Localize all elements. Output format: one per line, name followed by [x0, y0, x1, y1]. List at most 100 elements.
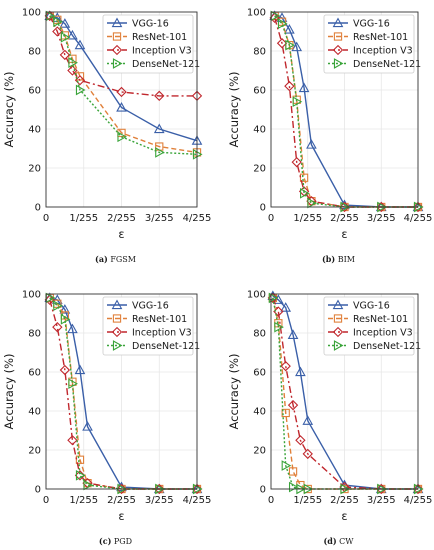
- data-point: [281, 408, 290, 418]
- y-tick-label: 100: [247, 8, 266, 19]
- legend-label: ResNet-101: [353, 314, 408, 325]
- data-point: [284, 24, 295, 34]
- data-point: [74, 39, 86, 50]
- y-tick-label: 60: [253, 86, 266, 97]
- axes-frame: [45, 11, 198, 208]
- legend-marker: [333, 314, 343, 323]
- x-tick-label: 3/255: [145, 495, 174, 506]
- data-point: [52, 26, 63, 37]
- y-tick-label: 0: [35, 485, 41, 496]
- legend-label: DenseNet-121: [353, 59, 421, 70]
- y-tick-label: 40: [28, 407, 41, 418]
- caption-label: (b): [322, 254, 335, 264]
- legend-marker: [112, 58, 123, 69]
- legend-marker: [332, 17, 344, 28]
- legend-marker: [333, 32, 343, 41]
- legend-label: Inception V3: [132, 46, 192, 57]
- legend-label: VGG-16: [353, 301, 390, 312]
- panel-caption: (b) BIM: [322, 254, 355, 264]
- y-tick-label: 20: [253, 164, 266, 175]
- data-point: [59, 364, 71, 376]
- data-point: [75, 84, 86, 96]
- data-point: [154, 483, 165, 495]
- y-tick-label: 80: [28, 47, 41, 58]
- x-tick-label: 0: [268, 213, 274, 224]
- series-line-3: [272, 297, 418, 490]
- legend-label: ResNet-101: [353, 32, 408, 43]
- data-point: [53, 300, 63, 312]
- legend-label: ResNet-101: [132, 314, 187, 325]
- data-point: [292, 96, 303, 108]
- x-tick-label: 3/255: [367, 213, 396, 224]
- x-axis-label: ε: [118, 227, 124, 241]
- series-line-1: [49, 15, 198, 142]
- data-point: [59, 18, 71, 28]
- y-tick-label: 40: [253, 125, 266, 136]
- x-tick-label: 0: [43, 213, 49, 224]
- data-point: [67, 65, 78, 76]
- data-point: [302, 448, 313, 460]
- y-axis-label: Accuracy (%): [2, 353, 16, 429]
- data-point: [281, 460, 292, 471]
- data-point: [268, 292, 279, 304]
- data-point: [155, 147, 165, 158]
- data-point: [67, 435, 78, 446]
- panel-caption: (c) PGD: [99, 536, 132, 546]
- legend-label: DenseNet-121: [353, 341, 421, 352]
- data-point: [52, 321, 63, 333]
- x-tick-label: 2/255: [330, 213, 359, 224]
- data-point: [295, 435, 306, 446]
- legend-box: [102, 14, 194, 74]
- data-point: [59, 304, 71, 314]
- data-point: [376, 201, 387, 213]
- legend-marker: [112, 340, 123, 351]
- data-point: [68, 378, 78, 390]
- data-point: [153, 123, 165, 134]
- x-tick-label: 1/255: [293, 213, 322, 224]
- series-line-1: [272, 295, 418, 490]
- data-point: [285, 39, 295, 51]
- data-point: [83, 479, 94, 491]
- legend-label: Inception V3: [353, 46, 413, 57]
- axes-frame: [270, 293, 419, 490]
- data-point: [306, 139, 317, 149]
- legend-label: DenseNet-121: [132, 59, 200, 70]
- legend-box: [323, 14, 415, 74]
- y-tick-label: 100: [22, 8, 41, 19]
- caption-label: (c): [99, 536, 112, 546]
- y-axis-label: Accuracy (%): [227, 353, 241, 429]
- chart-panel-3: 0 20 40 60 80 100 0 1/255 2/255 3/255 4/255 ε Accura…: [2, 290, 211, 547]
- y-tick-label: 0: [35, 203, 41, 214]
- legend-marker: [111, 44, 123, 56]
- data-point: [191, 483, 203, 495]
- x-tick-label: 3/255: [367, 495, 396, 506]
- data-point: [299, 173, 309, 182]
- data-point: [60, 314, 71, 325]
- data-point: [287, 329, 299, 340]
- y-tick-label: 80: [28, 329, 41, 340]
- data-point: [277, 18, 288, 30]
- x-axis-label: ε: [118, 509, 124, 523]
- y-tick-label: 20: [253, 446, 266, 457]
- legend-box: [323, 296, 415, 356]
- data-point: [284, 80, 295, 92]
- legend-marker: [112, 314, 122, 323]
- data-point: [267, 292, 279, 304]
- series-line-2: [49, 15, 198, 154]
- legend-label: DenseNet-121: [132, 341, 200, 352]
- y-tick-label: 80: [253, 329, 266, 340]
- y-axis-label: Accuracy (%): [2, 71, 16, 147]
- x-axis-label: ε: [341, 227, 347, 241]
- x-tick-label: 2/255: [107, 213, 136, 224]
- data-point: [307, 197, 317, 209]
- x-tick-label: 4/255: [404, 495, 433, 506]
- y-tick-label: 100: [22, 290, 41, 301]
- legend-marker: [333, 58, 344, 69]
- y-tick-label: 0: [260, 203, 266, 214]
- data-point: [287, 399, 299, 411]
- x-tick-label: 1/255: [69, 213, 98, 224]
- data-point: [82, 421, 93, 431]
- data-point: [339, 201, 350, 213]
- data-point: [300, 188, 310, 199]
